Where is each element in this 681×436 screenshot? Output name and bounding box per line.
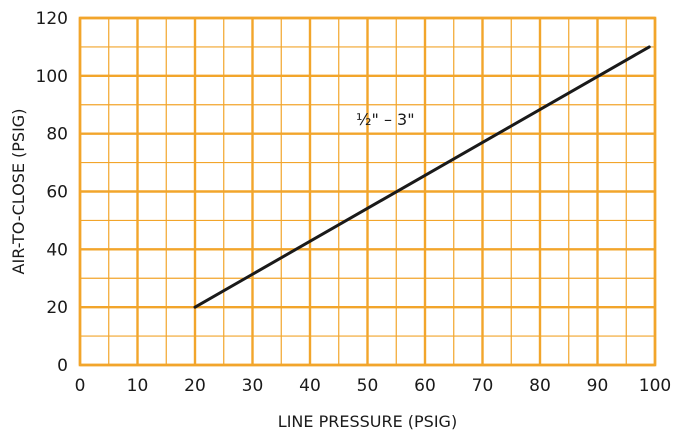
x-tick-label: 80 — [529, 376, 551, 396]
grid — [78, 16, 657, 367]
tick-labels: 0 10 20 30 40 50 60 70 80 90 100 0 20 40 60 80 100 120 — [36, 9, 672, 396]
x-tick-label: 50 — [357, 376, 379, 396]
series-annotation: ½" – 3" — [356, 110, 415, 129]
x-tick-label: 0 — [75, 376, 86, 396]
y-axis-title: AIR-TO-CLOSE (PSIG) — [9, 109, 28, 275]
x-tick-label: 70 — [472, 376, 494, 396]
x-tick-label: 40 — [299, 376, 321, 396]
series-line — [193, 45, 651, 309]
x-tick-label: 100 — [639, 376, 671, 396]
y-tick-label: 100 — [36, 67, 68, 87]
y-tick-label: 120 — [36, 9, 68, 29]
x-axis-title: LINE PRESSURE (PSIG) — [278, 412, 457, 431]
plot-frame — [78, 16, 657, 367]
y-tick-label: 40 — [46, 240, 68, 260]
x-tick-label: 30 — [242, 376, 264, 396]
x-tick-label: 60 — [414, 376, 436, 396]
y-tick-label: 60 — [46, 183, 68, 203]
x-tick-label: 10 — [127, 376, 149, 396]
y-tick-label: 80 — [46, 125, 68, 145]
x-tick-label: 90 — [587, 376, 609, 396]
y-tick-label: 0 — [57, 356, 68, 376]
x-tick-label: 20 — [184, 376, 206, 396]
series-lines — [193, 45, 651, 309]
y-tick-label: 20 — [46, 298, 68, 318]
